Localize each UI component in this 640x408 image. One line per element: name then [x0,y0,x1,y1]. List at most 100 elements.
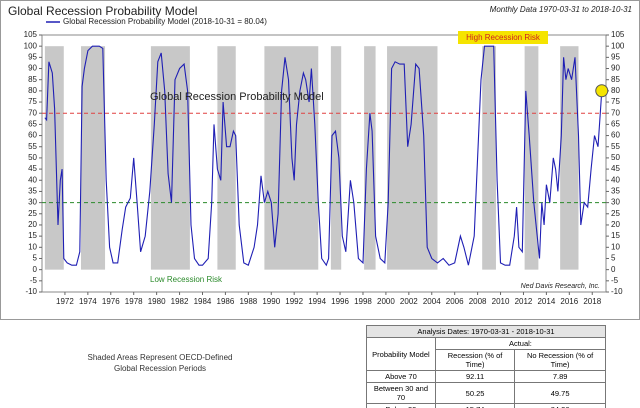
y-tick-label-right: 10 [611,242,620,251]
table-cell: 15.74 [434,403,516,408]
annotation: High Recession Risk [466,33,541,42]
x-tick-label: 1978 [125,297,143,306]
x-tick-label: 1976 [102,297,120,306]
x-tick-label: 2008 [469,297,487,306]
recession-shade [217,46,236,270]
y-tick-label-right: 75 [611,97,620,106]
x-tick-label: 1972 [56,297,74,306]
table-row: Above 70 92.11 7.89 [366,370,606,383]
y-tick-label-right: 105 [611,30,625,39]
y-tick-label: -10 [25,287,37,296]
recession-shade [524,46,539,270]
y-tick-label: 25 [28,209,37,218]
x-tick-label: 1986 [217,297,235,306]
data-line [44,45,603,267]
y-tick-label: -5 [30,276,38,285]
y-tick-label-right: 50 [611,153,620,162]
x-tick-label: 1990 [262,297,280,306]
y-tick-label: 10 [28,242,37,251]
table-body: Above 70 92.11 7.89 Between 30 and 70 50.25 4… [366,370,606,408]
y-tick-label-right: 55 [611,142,620,151]
y-tick-label-right: 95 [611,52,620,61]
x-tick-label: 2016 [560,297,578,306]
annotation: Ned Davis Research, Inc. [521,283,600,290]
table-cell: 49.75 [514,382,606,404]
recession-shade [150,46,190,270]
high-risk-box [458,31,548,44]
y-tick-label-right: 15 [611,231,620,240]
latest-marker [595,84,609,98]
y-tick-label-right: 35 [611,187,620,196]
x-tick-label: 1988 [239,297,257,306]
table-cell: Below 30 [366,403,436,408]
y-tick-label-right: 0 [611,265,616,274]
y-tick-label-right: 90 [611,64,620,73]
y-tick-label: 0 [33,265,38,274]
table-cell: 50.25 [434,382,516,404]
y-tick-label: 50 [28,153,37,162]
y-tick-label: 60 [28,131,37,140]
x-tick-label: 2014 [537,297,555,306]
x-tick-label: 1974 [79,297,97,306]
x-tick-label: 2006 [446,297,464,306]
table-cell: 92.11 [434,370,516,383]
y-tick-label-right: 25 [611,209,620,218]
x-tick-label: 1994 [308,297,326,306]
recession-shade [560,46,579,270]
y-tick-label: 40 [28,175,37,184]
header-cell: No Recession (% of Time) [514,349,606,371]
recession-shade [80,46,106,270]
legend-label: Global Recession Probability Model (2018… [63,17,267,26]
y-tick-label: 30 [28,198,37,207]
recession-shade [364,46,376,270]
x-tick-label: 1980 [148,297,166,306]
subtitle: Monthly Data 1970-03-31 to 2018-10-31 [490,5,632,14]
table-cell: Between 30 and 70 [366,382,436,404]
y-tick-label: 45 [28,164,37,173]
table-row: Between 30 and 70 50.25 49.75 [366,382,606,404]
y-tick-label-right: 40 [611,175,620,184]
annotation: Low Recession Risk [150,275,223,284]
y-tick-label-right: 45 [611,164,620,173]
y-tick-label: 5 [33,254,38,263]
y-tick-label-right: 85 [611,75,620,84]
y-tick-label: 90 [28,64,37,73]
y-tick-label-right: 30 [611,198,620,207]
header-cell: Probability Model [366,337,436,371]
group-cell: Actual: [434,337,607,350]
chart: Global Recession Probability Model Month… [0,0,640,320]
y-tick-label-right: 65 [611,120,620,129]
y-tick-label-right: 100 [611,41,625,50]
x-tick-label: 2004 [423,297,441,306]
notes: Shaded Areas Represent OECD-Defined Globa… [70,352,250,374]
chart-title: Global Recession Probability Model [8,4,197,18]
y-tick-label: 20 [28,220,37,229]
x-tick-label: 1998 [354,297,372,306]
table-cell: Above 70 [366,370,436,383]
y-tick-label-right: 60 [611,131,620,140]
analysis-table: Analysis Dates: 1970-03-31 - 2018-10-31 … [366,325,607,408]
y-tick-label-right: 5 [611,254,616,263]
x-tick-label: 1996 [331,297,349,306]
x-tick-label: 2010 [492,297,510,306]
y-tick-label-right: 70 [611,108,620,117]
y-tick-label: 75 [28,97,37,106]
x-tick-label: 1984 [194,297,212,306]
y-tick-label-right: 80 [611,86,620,95]
y-tick-label-right: 20 [611,220,620,229]
note: Shaded Areas Represent OECD-Defined [87,353,233,362]
recession-shade [330,46,342,270]
y-tick-label: 85 [28,75,37,84]
y-tick-label: 80 [28,86,37,95]
x-tick-label: 1982 [171,297,189,306]
x-tick-label: 2012 [515,297,533,306]
annotation: Global Recession Probability Model [150,91,324,103]
recession-shade [482,46,496,270]
y-tick-label: 100 [24,41,38,50]
table-cell: 7.89 [514,370,606,383]
y-tick-label: 105 [24,30,38,39]
x-tick-label: 2002 [400,297,418,306]
table-row: Below 3015.7484.26 [366,403,606,408]
table-cell: 84.26 [514,403,606,408]
